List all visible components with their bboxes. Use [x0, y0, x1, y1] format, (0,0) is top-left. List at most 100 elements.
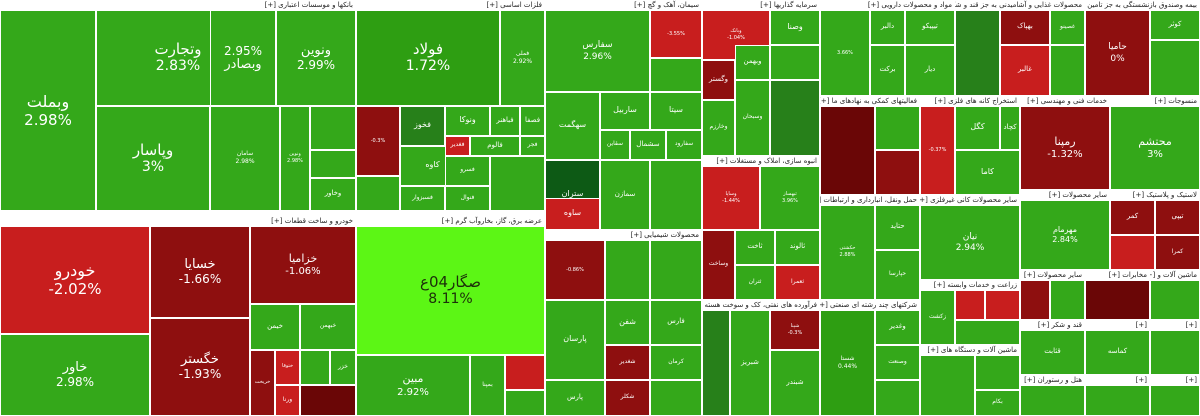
sector-header[interactable]: بیمه وصندوق بازنشستگی به جز تامین اجتماع… — [1085, 0, 1200, 10]
stock-tile[interactable] — [875, 380, 920, 416]
sector-header[interactable]: لاستیک و پلاستیک [+] — [1110, 190, 1200, 200]
stock-tile[interactable]: -0.37% — [920, 106, 955, 195]
stock-tile[interactable]: شغدیر — [605, 345, 650, 380]
stock-tile[interactable]: فجر — [520, 136, 545, 156]
stock-tile[interactable] — [1150, 280, 1200, 320]
stock-tile[interactable]: غالبر — [1000, 45, 1050, 96]
sector-header[interactable]: سایر محصولات کانی غیرفلزی [+] — [920, 195, 1020, 205]
stock-tile[interactable] — [955, 320, 1020, 345]
sector-header[interactable]: زراعت و خدمات وابسته [+] — [920, 280, 1020, 290]
stock-tile[interactable]: حامیا 0% — [1085, 10, 1150, 96]
stock-tile[interactable]: زکشت — [920, 290, 955, 345]
stock-tile[interactable]: 2.95% وبصادر — [210, 10, 276, 106]
stock-tile[interactable]: تیپیکو — [905, 10, 955, 45]
stock-tile[interactable]: وخاور — [310, 178, 356, 211]
stock-tile[interactable] — [505, 355, 545, 390]
sector-header[interactable]: ماشین آلات و [+] — [1150, 270, 1200, 280]
stock-tile[interactable] — [300, 385, 356, 416]
stock-tile[interactable]: فخوز — [400, 106, 445, 146]
stock-tile[interactable]: بهپاک — [1000, 10, 1050, 45]
sector-header[interactable]: هتل و رستوران [+] — [1020, 375, 1085, 385]
stock-tile[interactable]: سمازن — [600, 160, 650, 230]
stock-tile[interactable]: وغدیر — [875, 310, 920, 345]
stock-tile[interactable]: ثالوند — [775, 230, 820, 265]
stock-tile[interactable]: سامان 2.98% — [210, 106, 280, 211]
stock-tile[interactable] — [650, 240, 702, 300]
stock-tile[interactable] — [770, 80, 820, 156]
sector-header[interactable]: خدمات فنی و مهندسی [+] — [1020, 96, 1110, 106]
stock-tile[interactable]: کماسه — [1085, 330, 1150, 375]
stock-tile[interactable]: سقاین — [600, 130, 630, 160]
sector-header[interactable]: ماشین آلات و دستگاه های [+] — [920, 345, 1020, 355]
stock-tile[interactable]: 3.66% — [820, 10, 870, 96]
stock-tile[interactable]: ثبهساز 3.96% — [760, 166, 820, 230]
stock-tile[interactable]: کمرا — [1155, 235, 1200, 270]
stock-tile[interactable] — [650, 160, 702, 230]
stock-tile[interactable]: مبین 2.92% — [356, 355, 470, 416]
stock-tile[interactable] — [650, 58, 702, 92]
stock-tile[interactable]: کوثر — [1150, 10, 1200, 40]
stock-tile[interactable]: فنوال — [445, 186, 490, 211]
stock-tile[interactable]: فملی 2.92% — [500, 10, 545, 106]
stock-tile[interactable] — [1085, 280, 1150, 320]
stock-tile[interactable]: خزر — [330, 350, 356, 385]
stock-tile[interactable]: ثتران — [735, 265, 775, 300]
stock-tile[interactable] — [310, 150, 356, 178]
stock-tile[interactable]: شفن — [605, 300, 650, 345]
stock-tile[interactable] — [770, 45, 820, 80]
stock-tile[interactable]: شپنا -0.3% — [770, 310, 820, 350]
stock-tile[interactable]: ونوین 2.98% — [280, 106, 310, 211]
sector-header[interactable]: فلزات اساسی [+] — [356, 0, 545, 10]
sector-header[interactable]: شرکتهای چند رشته ای صنعتی [+] — [820, 300, 920, 310]
sector-header[interactable]: منسوجات [+] — [1110, 96, 1200, 106]
stock-tile[interactable] — [1020, 280, 1050, 320]
stock-tile[interactable] — [1150, 330, 1200, 375]
stock-tile[interactable]: شبندر — [770, 350, 820, 416]
sector-header[interactable]: محصولات شیمیایی [+] — [545, 230, 702, 240]
sector-header[interactable]: فعالیتهای کمکی به نهادهای ما [+] — [820, 96, 920, 106]
stock-tile[interactable]: وساخت — [702, 230, 735, 300]
stock-tile[interactable]: پارس — [545, 380, 605, 416]
stock-tile[interactable]: دالبر — [870, 10, 905, 45]
stock-tile[interactable]: کچاد — [1000, 106, 1020, 150]
sector-header[interactable]: [+] — [1085, 375, 1150, 385]
stock-tile[interactable]: ختوقا — [275, 350, 300, 385]
stock-tile[interactable]: ساربیل — [600, 92, 650, 130]
stock-tile[interactable]: برکت — [870, 45, 905, 96]
stock-tile[interactable]: -0.3% — [356, 106, 400, 176]
stock-tile[interactable]: بکام — [975, 390, 1020, 416]
stock-tile[interactable]: صگار04ع 8.11% — [356, 226, 545, 355]
stock-tile[interactable]: ونوین 2.99% — [276, 10, 356, 106]
stock-tile[interactable]: تیپی — [1155, 200, 1200, 235]
stock-tile[interactable] — [1110, 235, 1155, 270]
stock-tile[interactable]: فالوم — [470, 136, 520, 156]
stock-tile[interactable]: شستا 0.44% — [820, 310, 875, 416]
stock-tile[interactable]: ورنا — [275, 385, 300, 416]
stock-tile[interactable] — [920, 355, 975, 416]
sector-header[interactable]: [+] — [1150, 375, 1200, 385]
stock-tile[interactable]: وساپا -1.44% — [702, 166, 760, 230]
stock-tile[interactable]: دیار — [905, 45, 955, 96]
sector-header[interactable]: خودرو و ساخت قطعات [+] — [0, 216, 356, 226]
stock-tile[interactable]: وگستر — [702, 60, 735, 100]
stock-tile[interactable]: غصینو — [1050, 10, 1085, 45]
stock-tile[interactable]: خریخت — [250, 350, 275, 416]
sector-header[interactable]: حمل ونقل، انبارداری و ارتباطات [+] — [820, 195, 920, 205]
sector-header[interactable]: سیمان، آهک و گچ [+] — [545, 0, 702, 10]
sector-header[interactable]: مواد و محصولات دارویی [+] — [820, 0, 955, 10]
stock-tile[interactable]: ساوه — [545, 198, 600, 230]
stock-tile[interactable] — [505, 390, 545, 416]
stock-tile[interactable]: وبهمن — [735, 45, 770, 80]
stock-tile[interactable]: حپارسا — [875, 250, 920, 300]
stock-tile[interactable] — [605, 240, 650, 300]
stock-tile[interactable]: وبملت 2.98% — [0, 10, 96, 211]
sector-header[interactable]: سایر محصولات [+] — [1020, 270, 1085, 280]
stock-tile[interactable]: شبریز — [730, 310, 770, 416]
stock-tile[interactable] — [356, 176, 400, 211]
stock-tile[interactable] — [955, 10, 1000, 96]
stock-tile[interactable]: خگستر -1.93% — [150, 318, 250, 416]
stock-tile[interactable]: حکشتی 2.88% — [820, 205, 875, 300]
stock-tile[interactable]: سفارس 2.96% — [545, 10, 650, 92]
stock-tile[interactable] — [820, 106, 875, 195]
stock-tile[interactable]: ثعمرا — [775, 265, 820, 300]
